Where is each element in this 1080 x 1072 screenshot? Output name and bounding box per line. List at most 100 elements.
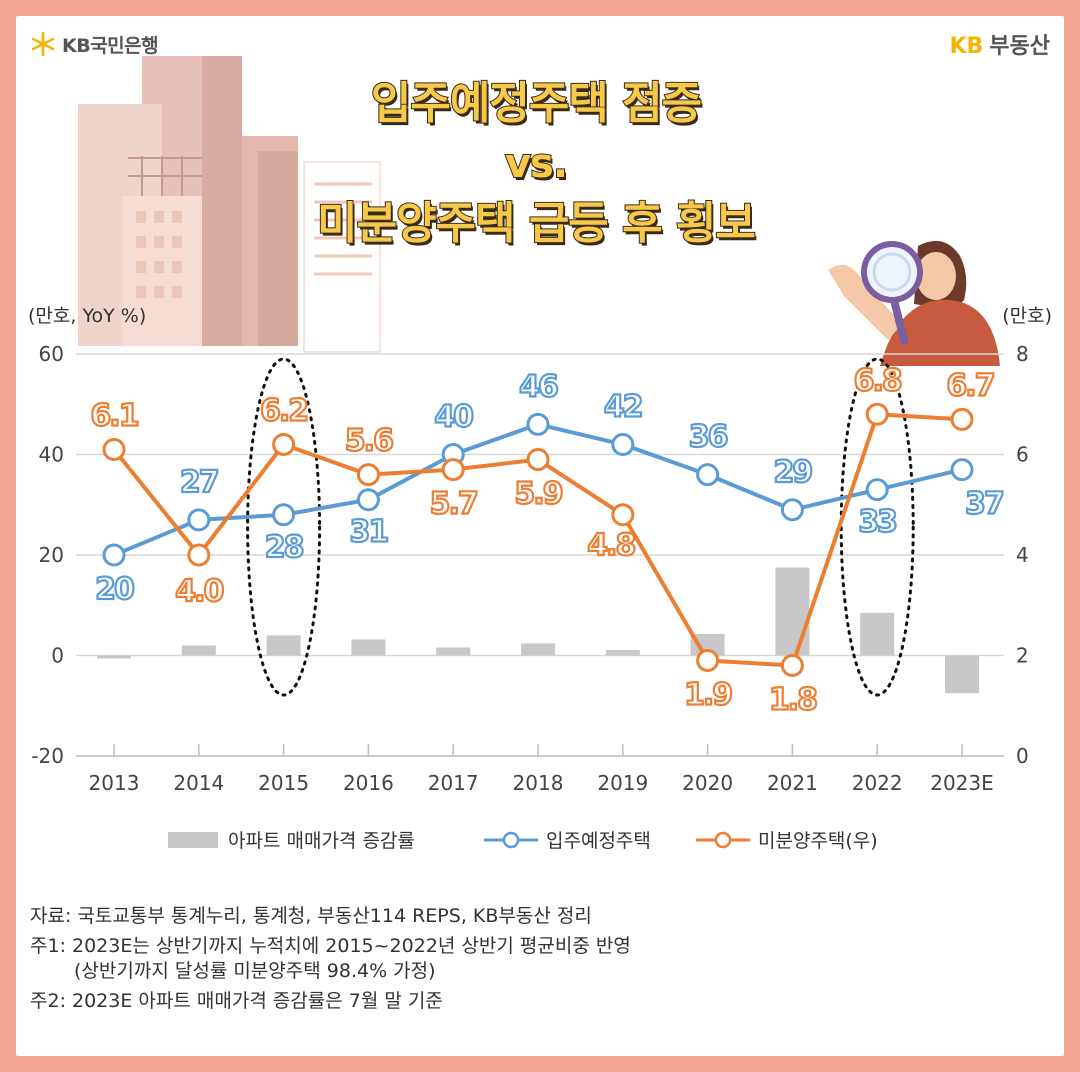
- supply-point: [611, 432, 635, 456]
- x-tick-label: 2019: [597, 771, 648, 795]
- bar: [266, 635, 301, 656]
- unsold-point: [102, 437, 126, 461]
- kb-bank-logo: KB국민은행: [30, 30, 159, 58]
- supply-point: [696, 463, 720, 487]
- right-tick-label: 8: [1016, 342, 1029, 366]
- bar: [775, 567, 810, 656]
- title-line-2: vs.: [504, 140, 569, 188]
- supply-point: [102, 543, 126, 567]
- data-labels: 20 27 28 31 40 46 42 36 29 33 37 6.1 4.0 6.2 5.6 5.7 5.9…: [89, 362, 1006, 718]
- bar: [860, 612, 895, 656]
- supply-point: [356, 488, 380, 512]
- unsold-label: 4.0: [175, 574, 223, 609]
- x-tick-label: 2014: [173, 771, 224, 795]
- supply-label: 46: [519, 369, 558, 404]
- unsold-label: 5.7: [430, 487, 477, 522]
- legend-marker-supply: [502, 831, 520, 849]
- legend-label-supply: 입주예정주택: [546, 830, 651, 852]
- unsold-label: 5.9: [514, 477, 561, 512]
- unsold-label: 6.7: [946, 368, 993, 403]
- infographic-card: KB국민은행 KB 부동산: [16, 16, 1064, 1056]
- right-tick-label: 2: [1016, 644, 1029, 668]
- x-tick-label: 2017: [428, 771, 479, 795]
- supply-label: 36: [689, 420, 728, 455]
- unsold-point: [272, 432, 296, 456]
- unsold-point: [356, 463, 380, 487]
- unsold-label: 4.8: [587, 528, 635, 563]
- supply-point: [187, 508, 211, 532]
- supply-label: 33: [858, 505, 896, 540]
- left-tick-label: -20: [31, 744, 64, 768]
- note-2: 주2: 2023E 아파트 매매가격 증감률은 7월 말 기준: [30, 990, 443, 1012]
- supply-label: 37: [965, 487, 1003, 522]
- legend-marker-unsold: [714, 831, 732, 849]
- supply-label: 28: [265, 530, 304, 565]
- legend-label-unsold: 미분양주택(우): [758, 830, 878, 852]
- unsold-label: 6.8: [854, 363, 902, 398]
- x-tick-label: 2022: [852, 771, 903, 795]
- kb-realestate-logo: KB 부동산: [949, 28, 1050, 60]
- left-tick-label: 60: [39, 342, 64, 366]
- left-tick-label: 20: [39, 543, 64, 567]
- realestate-name: 부동산: [989, 34, 1050, 59]
- x-tick-label: 2013: [89, 771, 140, 795]
- bar: [605, 649, 640, 656]
- highlight-ellipses: [246, 357, 915, 697]
- x-tick-label: 2018: [513, 771, 564, 795]
- unsold-label: 1.8: [769, 683, 817, 718]
- bar: [436, 647, 471, 656]
- supply-label: 40: [434, 400, 473, 435]
- unsold-label: 6.1: [90, 398, 137, 433]
- unsold-point: [950, 407, 974, 431]
- unsold-point: [611, 503, 635, 527]
- left-tick-label: 0: [51, 644, 64, 668]
- x-tick-label: 2016: [343, 771, 394, 795]
- bank-name: KB국민은행: [62, 34, 159, 57]
- right-tick-label: 4: [1016, 543, 1029, 567]
- supply-label: 31: [350, 515, 388, 550]
- chart-legend: 아파트 매매가격 증감률 입주예정주택 미분양주택(우): [168, 830, 878, 852]
- woman-magnifier-illustration: [828, 240, 1000, 366]
- supply-label: 27: [180, 465, 218, 500]
- unsold-point: [865, 402, 889, 426]
- note-1: 주1: 2023E는 상반기까지 누적치에 2015~2022년 상반기 평균비…: [30, 935, 631, 957]
- unsold-label: 1.9: [684, 678, 731, 713]
- unsold-point: [696, 649, 720, 673]
- supply-point: [950, 458, 974, 482]
- highlight-ellipse: [246, 357, 322, 697]
- x-tick-label: 2015: [258, 771, 309, 795]
- supply-point: [272, 503, 296, 527]
- infographic-title: 입주예정주택 점증 vs. 미분양주택 급등 후 횡보: [216, 74, 856, 254]
- kb-star-icon: [31, 31, 55, 57]
- title-line-1: 입주예정주택 점증: [370, 77, 703, 130]
- source-note: 자료: 국토교통부 통계누리, 통계청, 부동산114 REPS, KB부동산 …: [30, 905, 592, 927]
- unsold-point: [441, 458, 465, 482]
- unsold-label: 6.2: [260, 393, 307, 428]
- legend-swatch-bar: [168, 832, 218, 848]
- unsold-point: [526, 448, 550, 472]
- title-line-3: 미분양주택 급등 후 횡보: [316, 197, 757, 250]
- supply-label: 29: [774, 455, 812, 490]
- supply-point: [526, 412, 550, 436]
- bar-series: [97, 567, 979, 694]
- right-axis-unit: (만호): [1002, 305, 1052, 327]
- bar: [97, 655, 131, 659]
- bar: [521, 643, 555, 656]
- right-tick-label: 6: [1016, 443, 1029, 467]
- legend-label-bar: 아파트 매매가격 증감률: [228, 830, 415, 852]
- supply-point: [780, 498, 804, 522]
- supply-point: [865, 478, 889, 502]
- left-axis-unit: (만호, YoY %): [28, 305, 146, 327]
- bar: [351, 639, 386, 656]
- kb-mark: KB: [949, 34, 984, 59]
- x-tick-label: 2021: [767, 771, 818, 795]
- buildings-illustration: [78, 56, 381, 353]
- bar: [690, 633, 725, 656]
- supply-label: 42: [604, 389, 642, 424]
- x-tick-label: 2020: [682, 771, 733, 795]
- supply-label: 20: [95, 572, 134, 607]
- unsold-point: [780, 654, 804, 678]
- note-1-continued: (상반기까지 달성률 미분양주택 98.4% 가정): [74, 960, 436, 982]
- x-tick-label: 2023E: [930, 771, 994, 795]
